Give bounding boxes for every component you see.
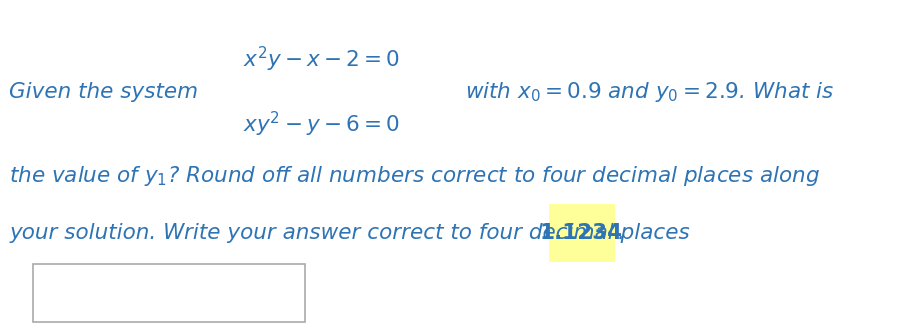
Text: $x^2y - x - 2 = 0$: $x^2y - x - 2 = 0$ <box>242 45 400 74</box>
Text: your solution. Write your answer correct to four decimal places: your solution. Write your answer correct… <box>9 223 690 243</box>
Text: with $x_0 = 0.9$ and $y_0 = 2.9$. What is: with $x_0 = 0.9$ and $y_0 = 2.9$. What i… <box>465 80 834 104</box>
Text: 1.1234: 1.1234 <box>540 223 623 243</box>
FancyBboxPatch shape <box>32 264 305 322</box>
Text: $xy^2 - y - 6 = 0$: $xy^2 - y - 6 = 0$ <box>242 110 400 139</box>
FancyBboxPatch shape <box>549 204 615 262</box>
Text: .: . <box>618 223 625 243</box>
Text: the value of $y_1$? Round off all numbers correct to four decimal places along: the value of $y_1$? Round off all number… <box>9 164 820 188</box>
Text: Given the system: Given the system <box>9 82 198 102</box>
